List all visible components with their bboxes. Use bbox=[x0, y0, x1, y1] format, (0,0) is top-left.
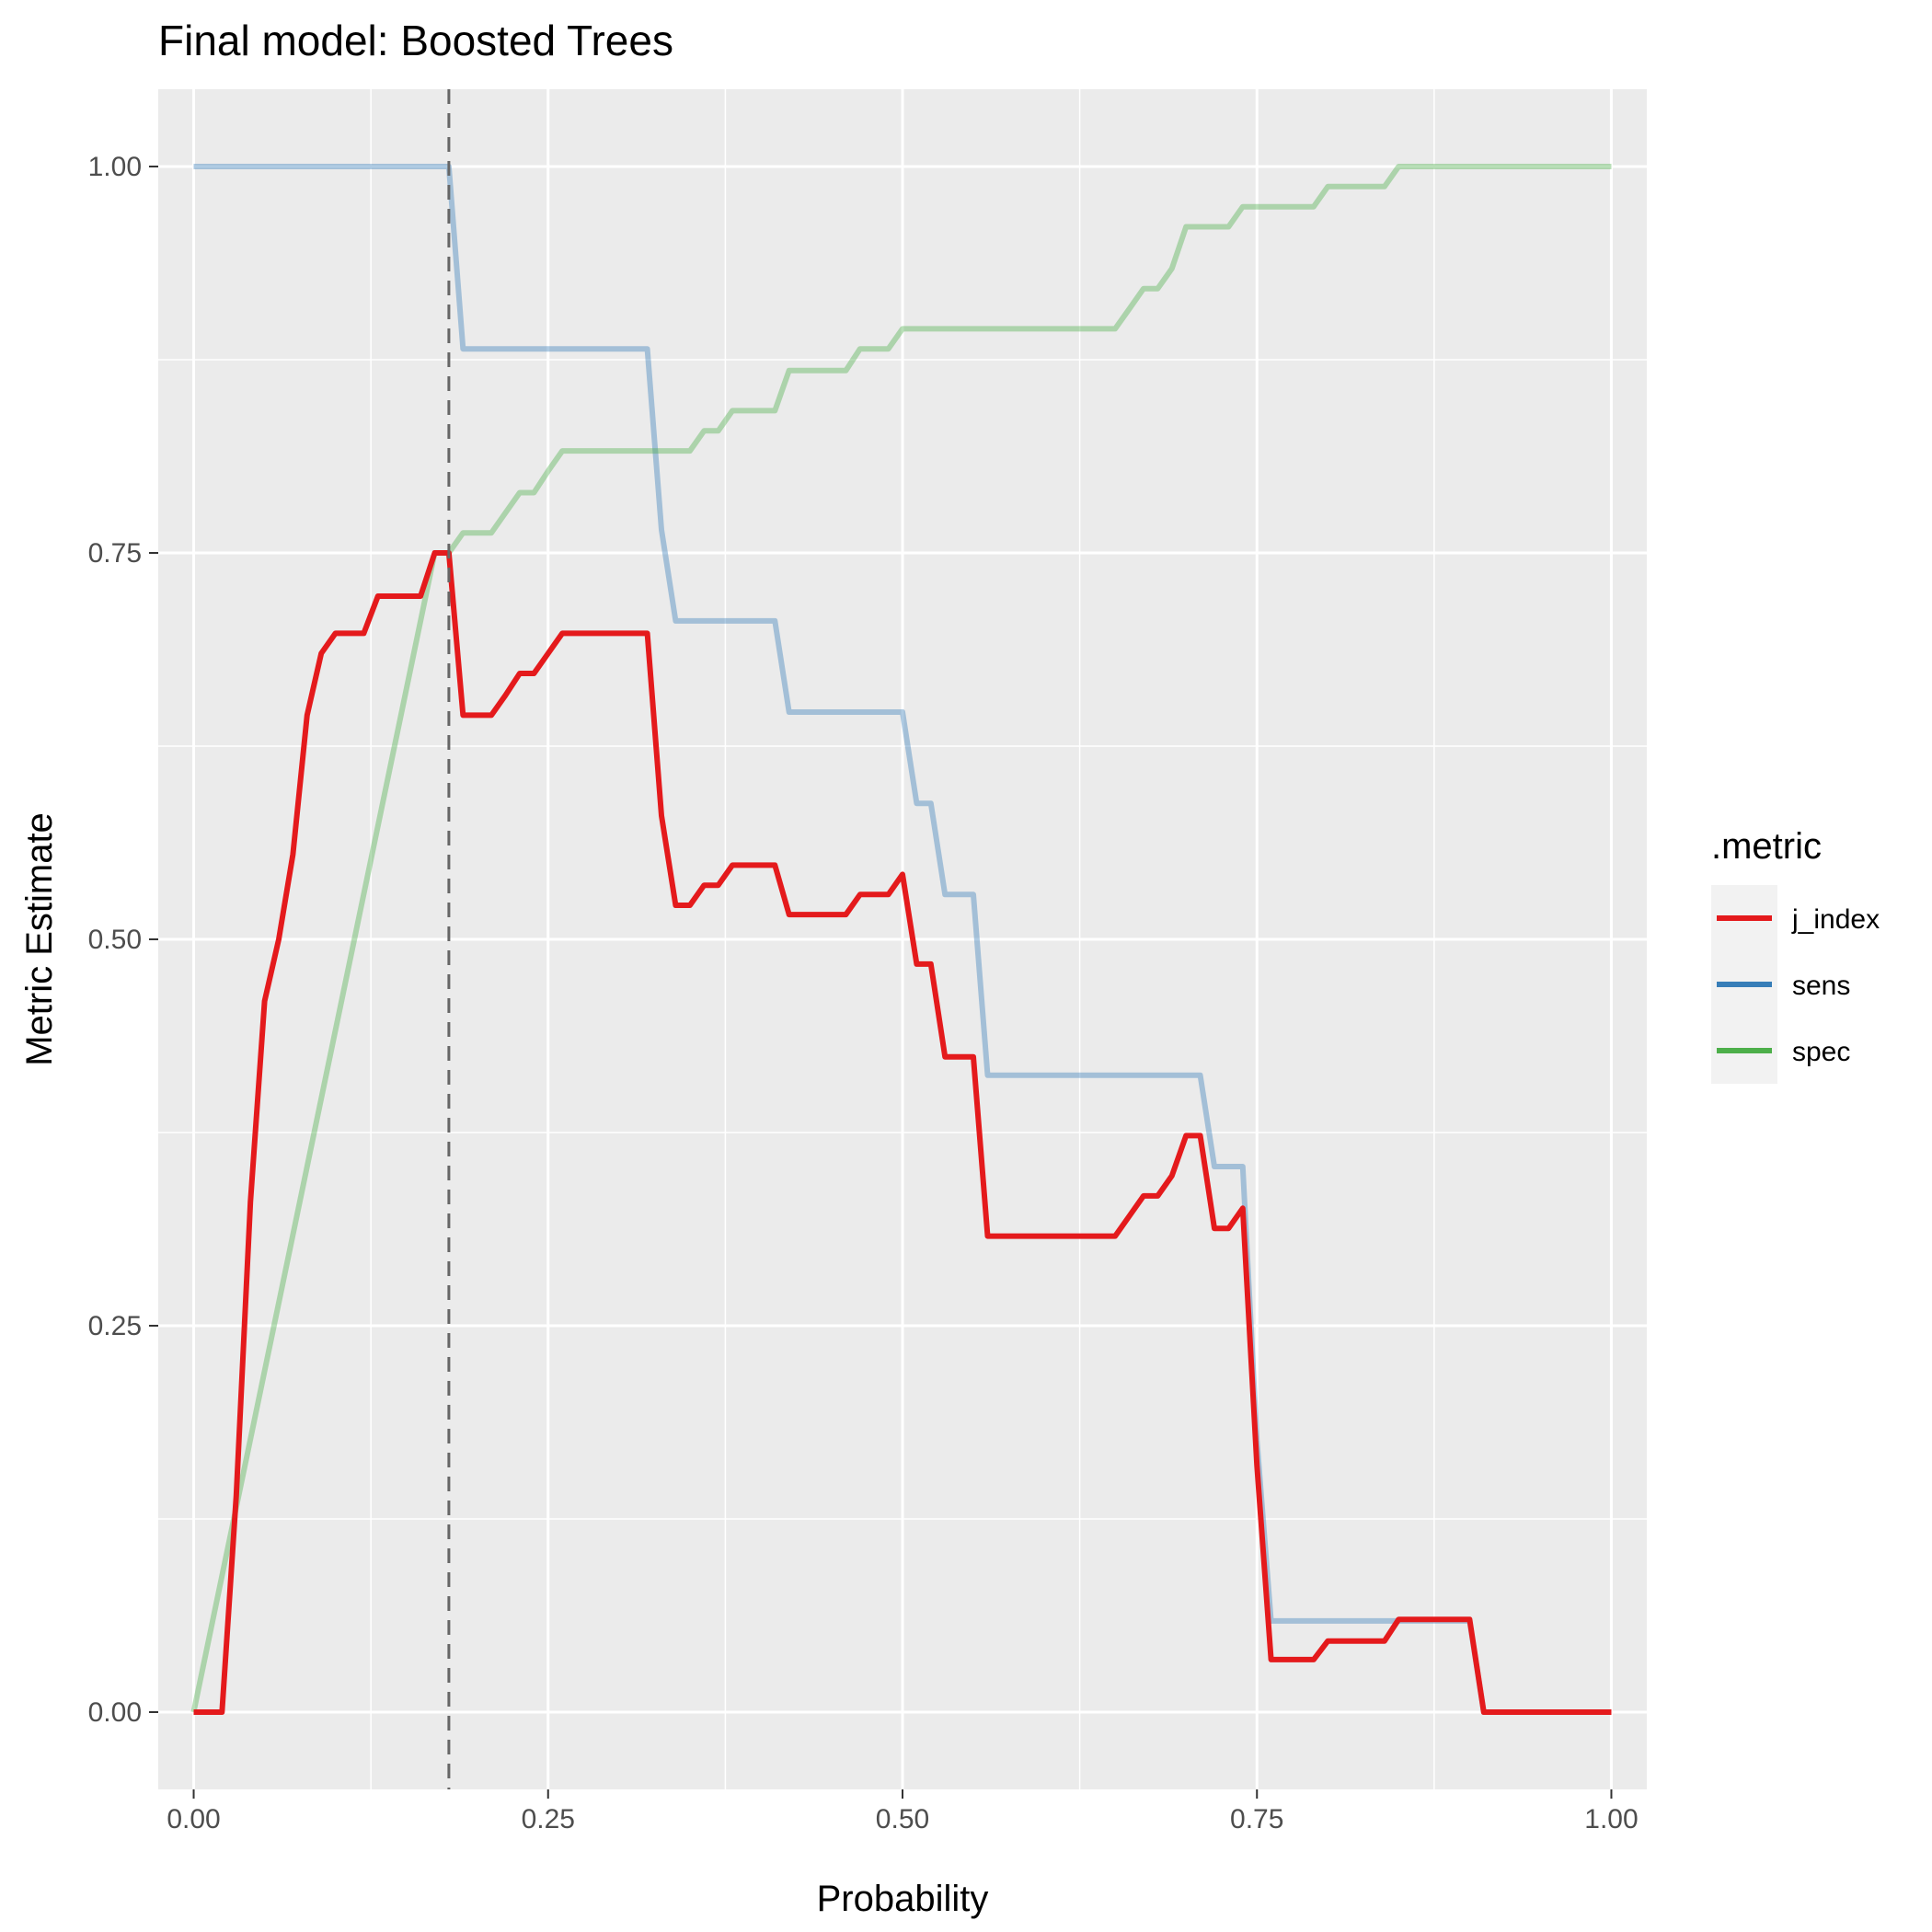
legend-label-spec: spec bbox=[1792, 1037, 1850, 1067]
x-tick-label: 0.00 bbox=[167, 1804, 220, 1834]
x-tick-label: 1.00 bbox=[1584, 1804, 1638, 1834]
x-axis-title: Probability bbox=[817, 1879, 989, 1919]
grid-major bbox=[158, 89, 1647, 1789]
y-tick-label: 1.00 bbox=[88, 152, 142, 182]
y-tick-label: 0.25 bbox=[88, 1311, 142, 1341]
series-line-spec bbox=[190, 164, 1612, 1713]
y-tick-label: 0.00 bbox=[88, 1697, 142, 1728]
y-axis-title: Metric Estimate bbox=[19, 812, 60, 1066]
x-tick-label: 0.75 bbox=[1230, 1804, 1283, 1834]
series-line-j-index bbox=[193, 550, 1612, 1715]
chart-title: Final model: Boosted Trees bbox=[158, 17, 673, 64]
series-layer bbox=[190, 164, 1612, 1715]
y-axis: 0.00 0.25 0.50 0.75 1.00 bbox=[88, 152, 158, 1728]
legend-title: .metric bbox=[1711, 826, 1822, 867]
x-axis: 0.00 0.25 0.50 0.75 1.00 bbox=[167, 1789, 1639, 1834]
y-tick-label: 0.75 bbox=[88, 538, 142, 569]
legend-label-sens: sens bbox=[1792, 971, 1850, 1001]
y-tick-label: 0.50 bbox=[88, 925, 142, 955]
x-tick-label: 0.50 bbox=[876, 1804, 929, 1834]
legend-label-j-index: j_index bbox=[1791, 904, 1880, 935]
x-tick-label: 0.25 bbox=[522, 1804, 575, 1834]
